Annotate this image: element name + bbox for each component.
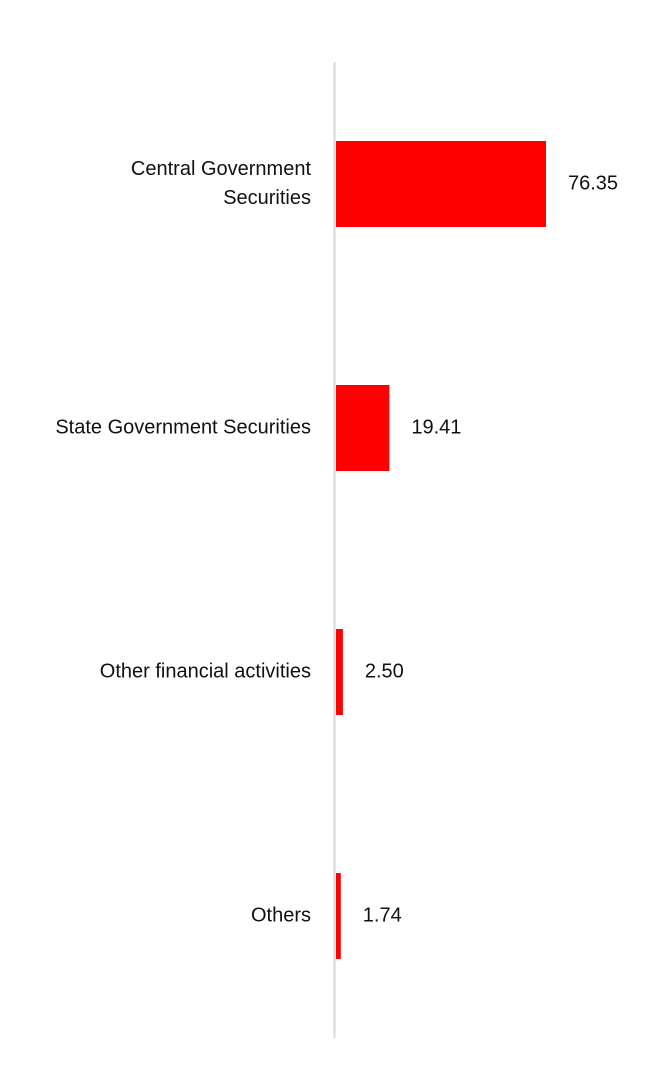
category-labels-group: Central Government Securities State Govern… xyxy=(55,158,311,927)
category-label-2: State Government Securities xyxy=(55,416,311,438)
bar-2 xyxy=(336,385,390,471)
value-label-2: 19.41 xyxy=(411,416,461,438)
category-label-line: Others xyxy=(251,904,311,926)
category-label-4: Others xyxy=(251,904,311,926)
category-label-line: Securities xyxy=(223,187,311,209)
bars-group xyxy=(336,141,546,959)
category-label-3: Other financial activities xyxy=(100,660,311,682)
category-label-line: Other financial activities xyxy=(100,660,311,682)
bar-1 xyxy=(336,141,546,227)
value-label-4: 1.74 xyxy=(363,904,402,926)
bar-4 xyxy=(336,873,341,959)
category-label-1: Central Government Securities xyxy=(131,158,312,209)
value-labels-group: 76.35 19.41 2.50 1.74 xyxy=(363,172,618,926)
category-label-line: State Government Securities xyxy=(55,416,311,438)
category-label-line: Central Government xyxy=(131,158,312,180)
value-label-3: 2.50 xyxy=(365,660,404,682)
bar-3 xyxy=(336,629,343,715)
value-label-1: 76.35 xyxy=(568,172,618,194)
